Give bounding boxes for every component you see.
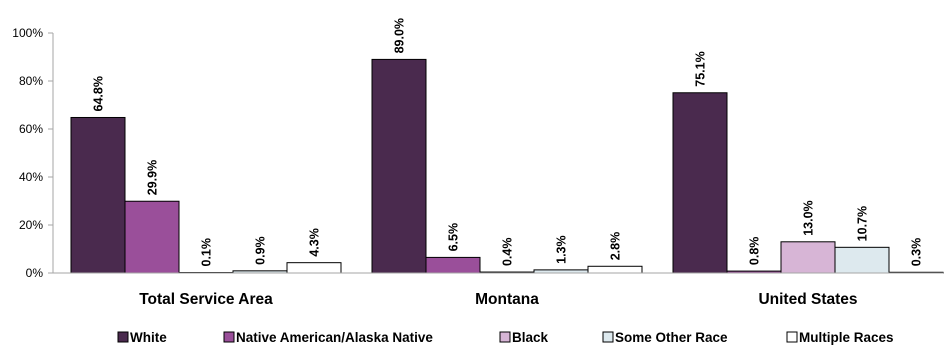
data-label: 0.9% xyxy=(254,236,268,265)
x-category-label: Total Service Area xyxy=(139,291,273,308)
data-label: 89.0% xyxy=(393,18,407,53)
legend-swatch xyxy=(499,331,511,343)
data-label: 13.0% xyxy=(802,200,816,235)
y-tick-label: 20% xyxy=(19,218,43,232)
bar xyxy=(834,246,890,274)
bar xyxy=(371,58,427,274)
data-label: 75.1% xyxy=(694,51,708,86)
data-label: 29.9% xyxy=(146,160,160,195)
x-axis: Total Service Area Montana United States xyxy=(53,272,943,308)
bar xyxy=(425,256,481,274)
data-label: 1.3% xyxy=(555,235,569,264)
bar xyxy=(780,241,836,274)
bar xyxy=(587,265,643,274)
data-label: 0.8% xyxy=(748,237,762,266)
legend: White Native American/Alaska Native Black S… xyxy=(117,330,894,345)
legend-swatch xyxy=(223,331,235,343)
legend-label: Some Other Race xyxy=(615,330,728,345)
x-category-label: United States xyxy=(758,291,857,308)
x-category-label: Montana xyxy=(475,291,539,308)
legend-swatch xyxy=(117,331,129,343)
legend-label: Native American/Alaska Native xyxy=(236,330,433,345)
y-tick-label: 80% xyxy=(19,74,43,88)
y-axis: 0% 20% 40% 60% 80% 100% xyxy=(12,26,54,280)
data-label: 2.8% xyxy=(609,232,623,261)
bar xyxy=(124,200,180,274)
bars xyxy=(70,58,944,274)
bar xyxy=(70,116,126,274)
y-tick-label: 100% xyxy=(12,26,43,40)
data-label: 6.5% xyxy=(447,223,461,252)
legend-label: Multiple Races xyxy=(799,330,894,345)
data-label: 0.4% xyxy=(501,238,515,267)
y-tick-label: 40% xyxy=(19,170,43,184)
data-label: 0.1% xyxy=(200,238,214,267)
legend-swatch xyxy=(786,331,798,343)
data-label: 0.3% xyxy=(910,238,924,267)
data-label: 64.8% xyxy=(92,76,106,111)
y-tick-label: 0% xyxy=(26,266,44,280)
data-label: 4.3% xyxy=(308,228,322,257)
data-labels: 64.8% 29.9% 0.1% 0.9% 4.3% 89.0% 6.5% 0.4% 1.3% 2… xyxy=(92,18,924,267)
bar xyxy=(672,92,728,274)
data-label: 10.7% xyxy=(856,206,870,241)
y-tick-label: 60% xyxy=(19,122,43,136)
bar xyxy=(286,262,342,274)
legend-swatch xyxy=(602,331,614,343)
legend-label: Black xyxy=(512,330,549,345)
legend-label: White xyxy=(130,330,167,345)
